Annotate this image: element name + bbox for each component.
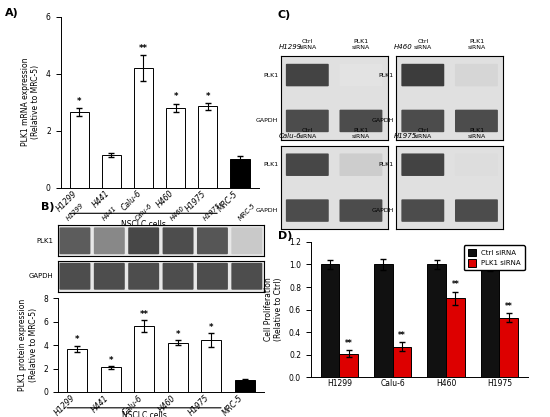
FancyBboxPatch shape (402, 153, 444, 176)
Text: GAPDH: GAPDH (29, 273, 54, 279)
FancyBboxPatch shape (455, 64, 498, 86)
Text: PLK1
siRNA: PLK1 siRNA (352, 128, 370, 139)
FancyBboxPatch shape (286, 110, 329, 132)
Text: Calu-6: Calu-6 (278, 133, 301, 139)
Text: A): A) (5, 8, 19, 18)
Text: *: * (77, 97, 81, 106)
Text: *: * (206, 92, 210, 101)
Bar (198, 106, 217, 188)
Bar (321, 264, 339, 377)
Legend: Ctrl siRNA, PLK1 siRNA: Ctrl siRNA, PLK1 siRNA (464, 245, 525, 270)
Text: Calu-6: Calu-6 (134, 202, 153, 221)
FancyBboxPatch shape (163, 263, 194, 290)
Text: C): C) (278, 10, 291, 20)
Bar (374, 264, 393, 377)
FancyBboxPatch shape (339, 64, 382, 86)
Bar (393, 347, 411, 377)
FancyBboxPatch shape (455, 110, 498, 132)
Y-axis label: Cell Proliferation
(Relative to Ctrl): Cell Proliferation (Relative to Ctrl) (264, 278, 283, 342)
FancyBboxPatch shape (197, 227, 228, 254)
Bar (201, 340, 221, 392)
Text: PLK1
siRNA: PLK1 siRNA (352, 39, 370, 50)
Text: MRC-5: MRC-5 (237, 202, 257, 221)
Text: PLK1: PLK1 (379, 162, 394, 167)
FancyBboxPatch shape (232, 263, 262, 290)
Text: D): D) (278, 231, 292, 241)
FancyBboxPatch shape (286, 199, 329, 222)
Y-axis label: PLK1 protein expression
(Relative to MRC-5): PLK1 protein expression (Relative to MRC… (18, 299, 37, 391)
Bar (481, 264, 499, 377)
Text: NSCLC cells: NSCLC cells (121, 221, 166, 229)
Text: PLK1
siRNA: PLK1 siRNA (468, 39, 486, 50)
Bar (67, 349, 87, 392)
FancyBboxPatch shape (94, 227, 125, 254)
FancyBboxPatch shape (402, 64, 444, 86)
Text: PLK1: PLK1 (263, 162, 278, 167)
Text: Ctrl
siRNA: Ctrl siRNA (414, 128, 432, 139)
Bar (102, 155, 121, 188)
FancyBboxPatch shape (455, 153, 498, 176)
Text: Ctrl
siRNA: Ctrl siRNA (414, 39, 432, 50)
FancyBboxPatch shape (94, 263, 125, 290)
Bar (168, 343, 188, 392)
Text: H1299: H1299 (278, 44, 301, 50)
FancyBboxPatch shape (197, 263, 228, 290)
FancyBboxPatch shape (59, 227, 90, 254)
Bar (339, 354, 358, 377)
Text: H441: H441 (101, 205, 118, 221)
Text: *: * (209, 323, 213, 332)
FancyBboxPatch shape (455, 199, 498, 222)
Text: Ctrl
siRNA: Ctrl siRNA (298, 39, 316, 50)
FancyBboxPatch shape (128, 227, 159, 254)
Bar (230, 159, 250, 188)
FancyBboxPatch shape (128, 263, 159, 290)
Text: **: ** (139, 44, 148, 53)
Bar (446, 298, 465, 377)
FancyBboxPatch shape (339, 110, 382, 132)
Text: GAPDH: GAPDH (371, 208, 394, 213)
Text: **: ** (345, 339, 353, 348)
FancyBboxPatch shape (402, 199, 444, 222)
Bar (134, 68, 153, 188)
Text: PLK1
siRNA: PLK1 siRNA (468, 128, 486, 139)
Text: H460: H460 (169, 205, 186, 221)
Text: **: ** (505, 302, 513, 311)
Y-axis label: PLK1 mRNA expression
(Relative to MRC-5): PLK1 mRNA expression (Relative to MRC-5) (21, 58, 40, 146)
FancyBboxPatch shape (286, 153, 329, 176)
FancyBboxPatch shape (59, 263, 90, 290)
Text: H1975: H1975 (394, 133, 417, 139)
Bar (166, 108, 185, 188)
Text: *: * (175, 330, 180, 339)
FancyBboxPatch shape (163, 227, 194, 254)
Text: PLK1: PLK1 (379, 73, 394, 78)
Text: GAPDH: GAPDH (371, 118, 394, 123)
Text: PLK1: PLK1 (37, 238, 54, 244)
Text: *: * (75, 336, 79, 344)
Text: PLK1: PLK1 (263, 73, 278, 78)
FancyBboxPatch shape (232, 227, 262, 254)
Text: **: ** (140, 310, 148, 319)
Bar (134, 326, 154, 392)
Text: H1975: H1975 (202, 202, 222, 221)
Bar (101, 367, 120, 392)
Text: GAPDH: GAPDH (256, 118, 278, 123)
Text: **: ** (452, 280, 459, 289)
Text: H460: H460 (394, 44, 412, 50)
FancyBboxPatch shape (339, 199, 382, 222)
Text: B): B) (41, 203, 55, 212)
Text: *: * (108, 356, 113, 365)
Text: H1299: H1299 (65, 202, 85, 221)
Text: Ctrl
siRNA: Ctrl siRNA (298, 128, 316, 139)
FancyBboxPatch shape (402, 110, 444, 132)
FancyBboxPatch shape (339, 153, 382, 176)
Bar (499, 317, 518, 377)
Bar (234, 380, 255, 392)
Text: *: * (173, 92, 178, 101)
FancyBboxPatch shape (286, 64, 329, 86)
Text: GAPDH: GAPDH (256, 208, 278, 213)
Bar (69, 112, 89, 188)
Bar (427, 264, 446, 377)
Text: **: ** (398, 331, 406, 340)
Text: NSCLC cells: NSCLC cells (122, 411, 167, 417)
